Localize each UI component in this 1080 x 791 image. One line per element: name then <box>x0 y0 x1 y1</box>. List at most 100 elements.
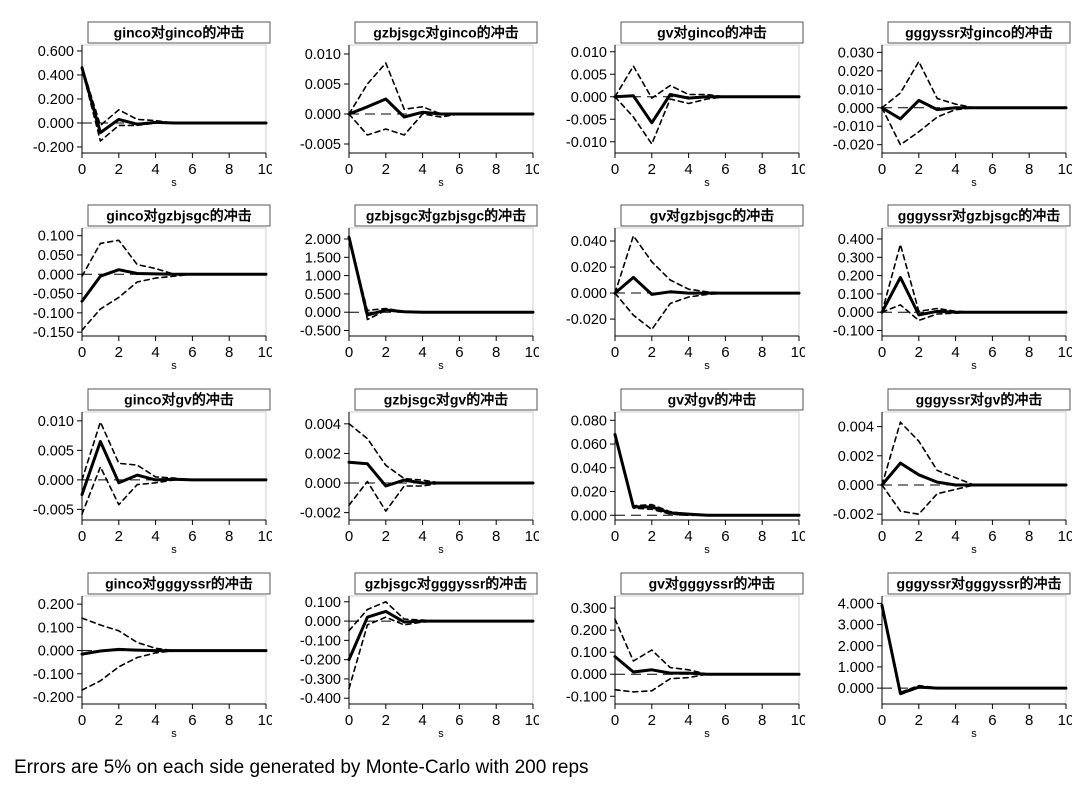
plot-area <box>881 44 1067 154</box>
x-tick-label: 0 <box>78 344 86 361</box>
y-tick-label: 2.000 <box>305 232 341 248</box>
confidence-band-line <box>348 422 534 484</box>
x-tick-label: 10 <box>258 712 272 729</box>
irf-panel: ginco对gzbjsgc的冲击 -0.150 -0.100 -0.050 0.000 0… <box>10 203 272 383</box>
footnote: Errors are 5% on each side generated by … <box>14 757 589 778</box>
y-tick-label: 0.040 <box>571 234 607 250</box>
y-tick-label: 0.002 <box>305 446 341 462</box>
x-axis-label: s <box>438 728 444 740</box>
y-tick-label: 0.000 <box>838 101 874 117</box>
irf-panel: gzbjsgc对ginco的冲击 -0.005 0.000 0.005 0.010 0 2 4… <box>277 20 539 200</box>
y-tick-label: -0.500 <box>300 324 341 340</box>
x-axis-label: s <box>704 728 710 740</box>
chart-title: ginco对ginco的冲击 <box>114 25 245 41</box>
y-tick-label: -0.005 <box>566 112 607 128</box>
irf-chart-svg: gv对gv的冲击 0.000 0.020 0.040 0.060 0.080 0 2 4 6 8 10… <box>571 388 805 556</box>
x-tick-label: 4 <box>951 161 959 178</box>
title-box <box>354 388 538 411</box>
y-tick-label: 0.005 <box>571 67 607 83</box>
x-tick-label: 4 <box>951 528 959 545</box>
y-tick-label: 0.010 <box>38 414 74 430</box>
y-tick-label: -0.150 <box>33 325 74 341</box>
x-tick-label: 0 <box>611 712 619 729</box>
confidence-band-line <box>348 480 534 512</box>
irf-chart-svg: gv对gzbjsgc的冲击 -0.020 0.000 0.020 0.040 0 2 4 6 8 1… <box>566 204 805 372</box>
x-tick-label: 6 <box>188 528 196 545</box>
confidence-band-line <box>881 604 1067 694</box>
y-tick-label: 0.300 <box>571 601 607 617</box>
irf-panel: gv对gv的冲击 0.000 0.020 0.040 0.060 0.080 0 2 4 6 8 10… <box>543 387 805 567</box>
x-tick-label: 4 <box>684 528 692 545</box>
irf-chart-svg: gzbjsgc对gggyssr的冲击 -0.400 -0.300 -0.200 -0.1… <box>300 572 539 740</box>
y-tick-label: 0.030 <box>838 45 874 61</box>
x-tick-label: 6 <box>188 161 196 178</box>
x-tick-label: 8 <box>492 712 500 729</box>
chart-title: gggyssr对gzbjsgc的冲击 <box>898 208 1061 224</box>
x-tick-label: 0 <box>345 161 353 178</box>
x-axis-label: s <box>971 544 977 556</box>
irf-chart-svg: gv对gggyssr的冲击 -0.100 0.000 0.100 0.200 0.300 0… <box>566 572 805 740</box>
y-tick-label: 0.200 <box>571 623 607 639</box>
x-tick-label: 6 <box>721 344 729 361</box>
x-tick-label: 8 <box>1025 528 1033 545</box>
x-tick-label: 4 <box>951 712 959 729</box>
irf-panel: gggyssr对ginco的冲击 -0.020 -0.010 0.000 0.010 0.… <box>810 20 1072 200</box>
y-tick-label: 1.000 <box>305 269 341 285</box>
y-tick-label: 0.600 <box>38 44 74 60</box>
x-tick-label: 2 <box>382 344 390 361</box>
x-tick-label: 10 <box>791 344 805 361</box>
x-tick-label: 8 <box>225 528 233 545</box>
confidence-band-line <box>348 236 534 313</box>
y-tick-label: -0.300 <box>300 672 341 688</box>
y-tick-label: 2.000 <box>838 639 874 655</box>
x-tick-label: 10 <box>258 161 272 178</box>
y-tick-label: -0.002 <box>833 507 874 523</box>
title-box <box>887 388 1071 411</box>
confidence-band-line <box>81 421 267 481</box>
x-tick-label: 8 <box>1025 344 1033 361</box>
x-tick-label: 8 <box>225 712 233 729</box>
x-axis-label: s <box>438 360 444 372</box>
y-tick-label: 0.000 <box>305 476 341 492</box>
x-tick-label: 0 <box>78 161 86 178</box>
y-tick-label: 0.020 <box>571 260 607 276</box>
x-axis-label: s <box>171 544 177 556</box>
chart-title: gggyssr对gggyssr的冲击 <box>897 576 1062 592</box>
y-tick-label: 0.002 <box>838 449 874 465</box>
irf-chart-svg: ginco对ginco的冲击 -0.200 0.000 0.200 0.400 0.600… <box>33 21 272 189</box>
y-tick-label: -0.050 <box>33 287 74 303</box>
x-tick-label: 6 <box>721 712 729 729</box>
x-tick-label: 8 <box>758 161 766 178</box>
y-tick-label: 1.500 <box>305 250 341 266</box>
x-tick-label: 2 <box>648 712 656 729</box>
x-tick-label: 0 <box>78 712 86 729</box>
y-tick-label: 0.000 <box>305 305 341 321</box>
y-tick-label: 0.500 <box>305 287 341 303</box>
x-tick-label: 6 <box>988 528 996 545</box>
y-tick-label: -0.005 <box>300 137 341 153</box>
confidence-band-line <box>614 292 800 331</box>
x-tick-label: 4 <box>418 344 426 361</box>
x-tick-label: 4 <box>418 161 426 178</box>
confidence-band-line <box>81 65 267 127</box>
plot-area <box>348 595 534 705</box>
x-axis-label: s <box>438 177 444 189</box>
x-tick-label: 8 <box>225 344 233 361</box>
plot-area <box>881 595 1067 705</box>
x-tick-label: 2 <box>648 528 656 545</box>
x-tick-label: 8 <box>492 528 500 545</box>
x-tick-label: 6 <box>455 712 463 729</box>
chart-title: gv对ginco的冲击 <box>657 25 767 41</box>
y-tick-label: 0.000 <box>838 305 874 321</box>
x-axis-label: s <box>438 544 444 556</box>
y-tick-label: 0.010 <box>571 45 607 61</box>
x-tick-label: 6 <box>455 161 463 178</box>
x-tick-label: 6 <box>988 344 996 361</box>
y-tick-label: -0.002 <box>300 506 341 522</box>
x-tick-label: 0 <box>878 161 886 178</box>
y-tick-label: 0.000 <box>571 90 607 106</box>
x-tick-label: 6 <box>455 344 463 361</box>
y-tick-label: 0.100 <box>571 645 607 661</box>
x-tick-label: 4 <box>151 528 159 545</box>
irf-panel: ginco对ginco的冲击 -0.200 0.000 0.200 0.400 0.600… <box>10 20 272 200</box>
